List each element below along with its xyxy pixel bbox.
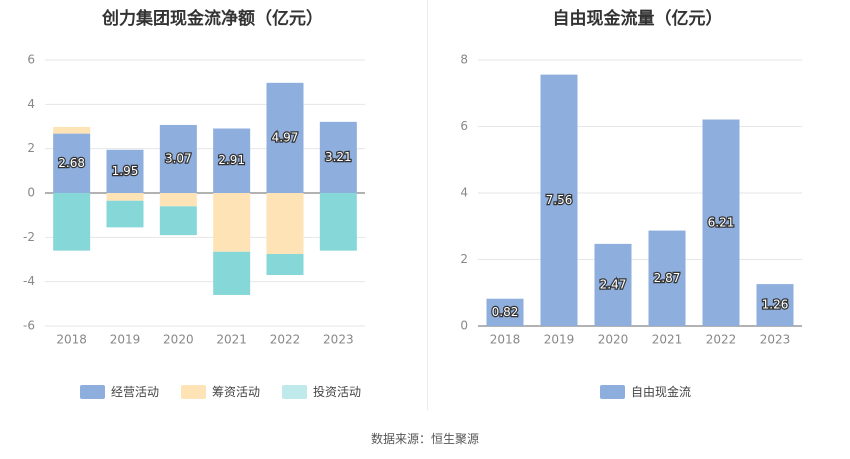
left-chart-title: 创力集团现金流净额（亿元） [102,9,323,29]
y-tick-label: 6 [460,119,468,133]
y-tick-label: 6 [27,53,35,67]
x-tick-label: 2023 [323,333,354,347]
bar-operating [266,82,304,193]
y-tick-label: 4 [460,186,468,200]
x-tick-label: 2021 [216,333,247,347]
bar-operating [319,121,357,193]
legend-item-operating[interactable]: 经营活动 [80,383,159,400]
bar-investing [266,253,304,276]
x-tick-label: 2018 [490,333,521,347]
x-tick-label: 2018 [56,333,87,347]
bar-investing [159,206,197,236]
data-label: 2.47 [600,277,627,291]
bar-investing [213,251,251,295]
bar-investing [319,193,357,251]
bar-operating [53,133,91,193]
y-tick-label: 2 [27,141,35,155]
bar-fcf [540,74,578,326]
bar-investing [106,200,144,228]
y-tick-label: 4 [27,97,35,111]
x-tick-label: 2022 [270,333,301,347]
bar-financing [53,126,91,134]
legend-swatch-investing [282,384,308,399]
x-tick-label: 2019 [544,333,575,347]
data-label: 3.07 [165,151,192,165]
y-tick-label: -6 [23,319,35,333]
data-label: 2.91 [218,153,245,167]
bar-fcf [648,230,686,326]
legend-item-fcf[interactable]: 自由现金流 [600,383,691,400]
legend-swatch-financing [181,384,207,399]
y-tick-label: 0 [27,186,35,200]
data-label: 0.82 [492,305,519,319]
y-tick-label: 2 [460,252,468,266]
legend-label-financing: 筹资活动 [212,385,261,399]
data-label: 4.97 [272,130,299,144]
bar-financing [159,193,197,207]
x-tick-label: 2019 [110,333,141,347]
right-chart-title: 自由现金流量（亿元） [552,9,723,29]
legend-label-operating: 经营活动 [111,385,160,399]
bar-fcf [594,243,632,326]
legend-swatch-operating [80,384,105,399]
bar-fcf [486,298,524,326]
left-chart-legend: 经营活动 筹资活动 投资活动 [80,383,383,400]
data-source-note: 数据来源：恒生聚源 [370,432,479,446]
bar-fcf [756,284,794,326]
right-chart-legend: 自由现金流 [600,383,713,400]
legend-label-investing: 投资活动 [313,385,362,399]
data-label: 6.21 [708,215,735,229]
chart-divider [427,0,428,410]
x-tick-label: 2023 [760,333,791,347]
x-tick-label: 2020 [163,333,194,347]
data-label: 7.56 [546,193,573,207]
bar-operating [213,128,251,193]
bar-financing [213,193,251,252]
bar-operating [106,149,144,193]
bar-financing [106,193,144,201]
bar-operating [159,124,197,193]
y-tick-label: 0 [460,319,468,333]
data-label: 1.95 [112,164,139,178]
legend-swatch-fcf [600,384,625,399]
data-label: 3.21 [325,150,352,164]
x-tick-label: 2020 [598,333,629,347]
y-tick-label: -4 [23,274,35,288]
legend-item-investing[interactable]: 投资活动 [282,383,361,400]
data-label: 2.87 [654,271,681,285]
data-label: 2.68 [58,156,85,170]
data-label: 1.26 [762,298,789,312]
bar-fcf [702,119,740,326]
y-tick-label: -2 [23,230,35,244]
bar-investing [53,193,91,251]
y-tick-label: 8 [460,53,468,67]
bar-financing [266,193,304,254]
x-tick-label: 2021 [652,333,683,347]
legend-item-financing[interactable]: 筹资活动 [181,383,260,400]
x-tick-label: 2022 [706,333,737,347]
legend-label-fcf: 自由现金流 [631,385,692,399]
